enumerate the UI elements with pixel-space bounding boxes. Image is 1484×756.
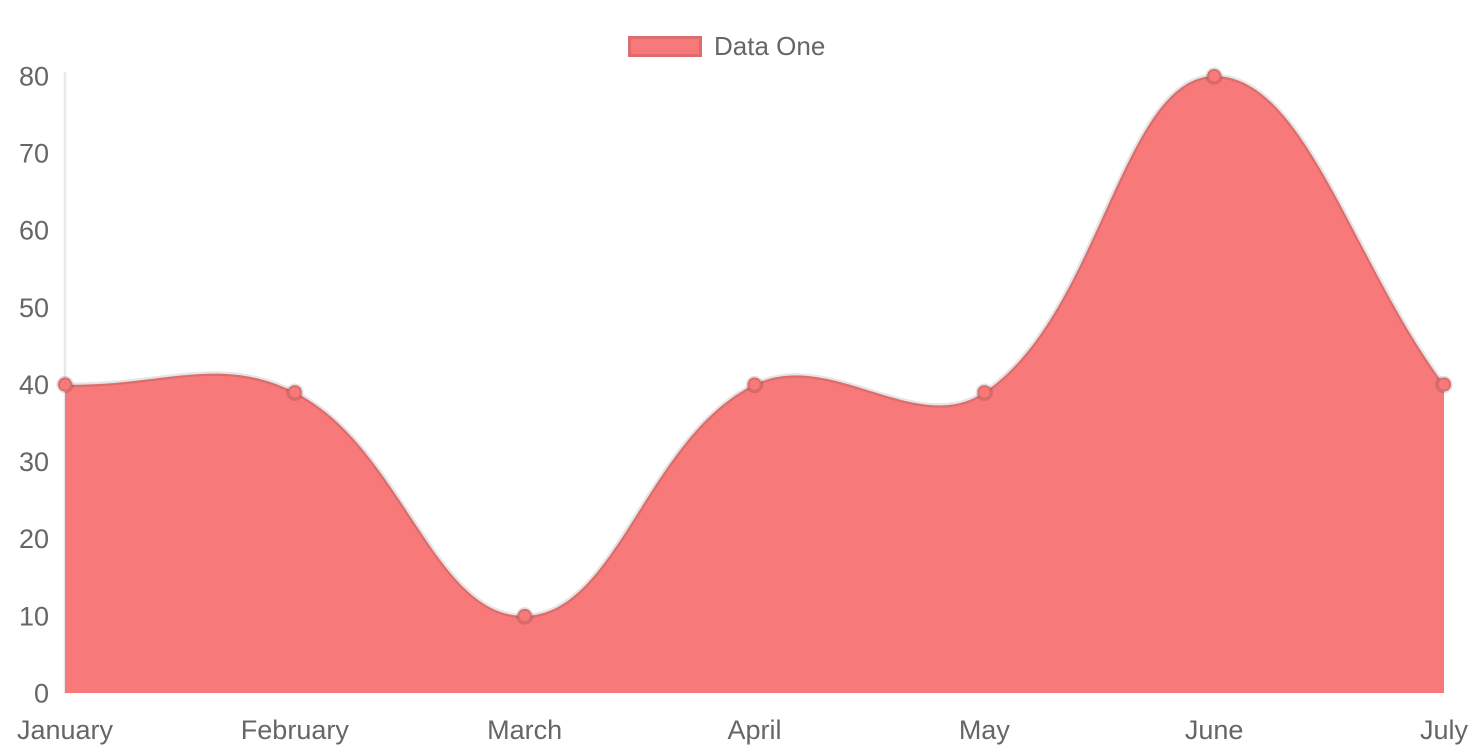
legend-label: Data One <box>714 31 826 61</box>
data-point-june[interactable] <box>1205 67 1223 85</box>
data-point-july[interactable] <box>1435 375 1453 394</box>
y-tick-label: 0 <box>34 678 49 708</box>
x-tick-label: July <box>1420 715 1469 745</box>
data-point-may[interactable] <box>975 383 994 401</box>
chart-legend[interactable]: Data One <box>628 33 825 60</box>
y-tick-label: 80 <box>19 61 49 91</box>
y-tick-label: 10 <box>19 601 49 631</box>
x-tick-label: April <box>727 715 781 745</box>
data-point-february[interactable] <box>286 383 304 401</box>
legend-color-swatch <box>628 36 702 57</box>
data-point-january[interactable] <box>56 375 74 394</box>
x-tick-label: March <box>487 715 562 745</box>
x-tick-label: June <box>1185 715 1244 745</box>
y-tick-label: 70 <box>19 139 49 169</box>
data-point-march[interactable] <box>515 607 534 625</box>
y-tick-label: 60 <box>19 216 49 246</box>
y-tick-label: 30 <box>19 447 49 477</box>
x-tick-label: May <box>959 715 1011 745</box>
y-tick-label: 40 <box>19 370 49 400</box>
y-tick-label: 20 <box>19 524 49 554</box>
x-tick-label: February <box>241 715 350 745</box>
x-tick-label: January <box>17 715 114 745</box>
data-point-april[interactable] <box>745 375 764 394</box>
y-tick-label: 50 <box>19 293 49 323</box>
